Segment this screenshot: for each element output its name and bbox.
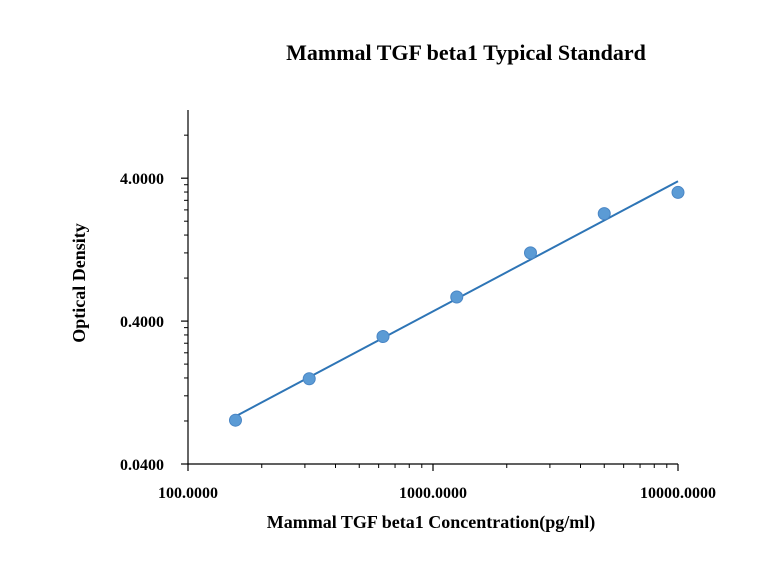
y-axis-title: Optical Density xyxy=(69,223,89,343)
axes xyxy=(187,110,678,465)
x-tick-label: 10000.0000 xyxy=(640,485,716,502)
x-tick-label: 1000.0000 xyxy=(399,485,467,502)
y-tick-label: 0.0400 xyxy=(120,457,164,474)
data-point xyxy=(302,372,316,386)
data-point xyxy=(450,290,464,304)
x-tick-label: 100.0000 xyxy=(158,485,218,502)
chart-title: Mammal TGF beta1 Typical Standard xyxy=(286,40,646,65)
data-points-layer xyxy=(228,185,685,427)
data-point xyxy=(228,413,242,427)
data-point xyxy=(671,185,685,199)
data-point xyxy=(523,246,537,260)
data-point xyxy=(597,207,611,221)
y-tick-label: 4.0000 xyxy=(120,171,164,188)
data-point xyxy=(376,330,390,344)
x-axis-ticks: 100.0000 1000.0000 10000.0000 xyxy=(158,464,716,502)
y-tick-label: 0.4000 xyxy=(120,314,164,331)
y-axis-ticks: 0.0400 0.4000 4.0000 xyxy=(120,134,188,474)
x-axis-title: Mammal TGF beta1 Concentration(pg/ml) xyxy=(267,512,595,533)
